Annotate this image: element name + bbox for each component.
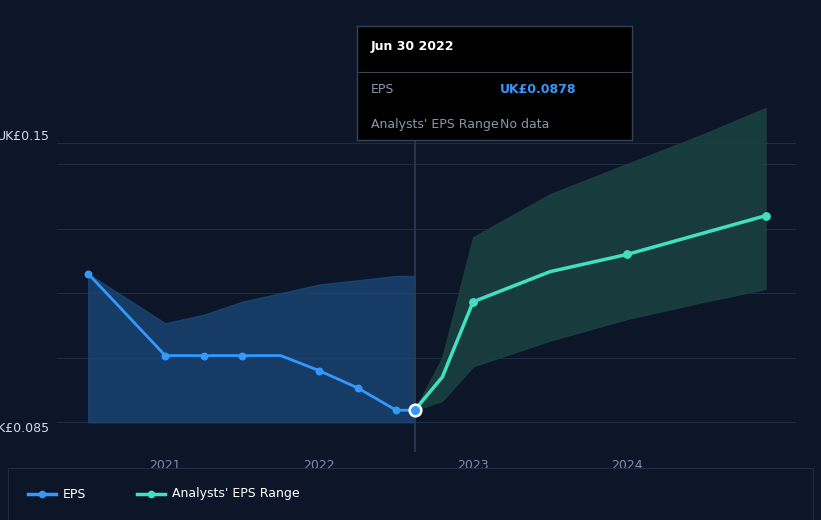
Point: [351, 384, 365, 392]
Point: [715, 253, 728, 262]
Point: [236, 352, 249, 360]
Text: Analysts Forecasts: Analysts Forecasts: [422, 108, 539, 121]
Text: Jun 30 2022: Jun 30 2022: [371, 40, 454, 53]
Text: No data: No data: [500, 118, 549, 131]
Point: [158, 352, 172, 360]
Text: Analysts' EPS Range: Analysts' EPS Range: [371, 118, 498, 131]
Point: [621, 250, 634, 258]
Point: [466, 297, 479, 306]
Text: UK£0.0878: UK£0.0878: [500, 83, 576, 96]
Point: [759, 212, 772, 220]
Point: [197, 352, 210, 360]
Text: Analysts' EPS Range: Analysts' EPS Range: [172, 488, 299, 500]
Text: EPS: EPS: [371, 83, 394, 96]
Point: [313, 367, 326, 375]
Point: [389, 406, 402, 414]
Point: [408, 406, 421, 414]
Point: [81, 270, 94, 278]
Text: Actual: Actual: [371, 108, 410, 121]
Text: UK£0.15: UK£0.15: [0, 129, 50, 142]
Text: EPS: EPS: [63, 488, 86, 500]
Text: UK£0.085: UK£0.085: [0, 422, 50, 435]
